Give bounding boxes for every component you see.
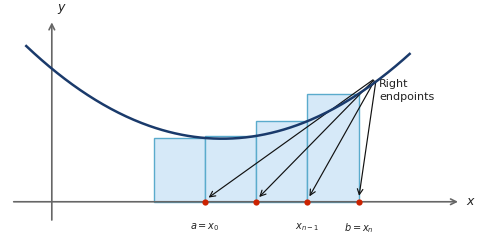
Text: $b = x_n$: $b = x_n$ — [344, 221, 374, 235]
Bar — [205, 136, 256, 202]
Text: $a = x_0$: $a = x_0$ — [190, 221, 220, 233]
Text: $y$: $y$ — [57, 2, 67, 16]
Text: $x_{n-1}$: $x_{n-1}$ — [295, 221, 319, 233]
Bar — [154, 138, 205, 202]
Text: Right
endpoints: Right endpoints — [379, 79, 434, 101]
Bar — [307, 94, 358, 202]
Bar — [256, 121, 307, 202]
Text: $x$: $x$ — [466, 195, 476, 208]
